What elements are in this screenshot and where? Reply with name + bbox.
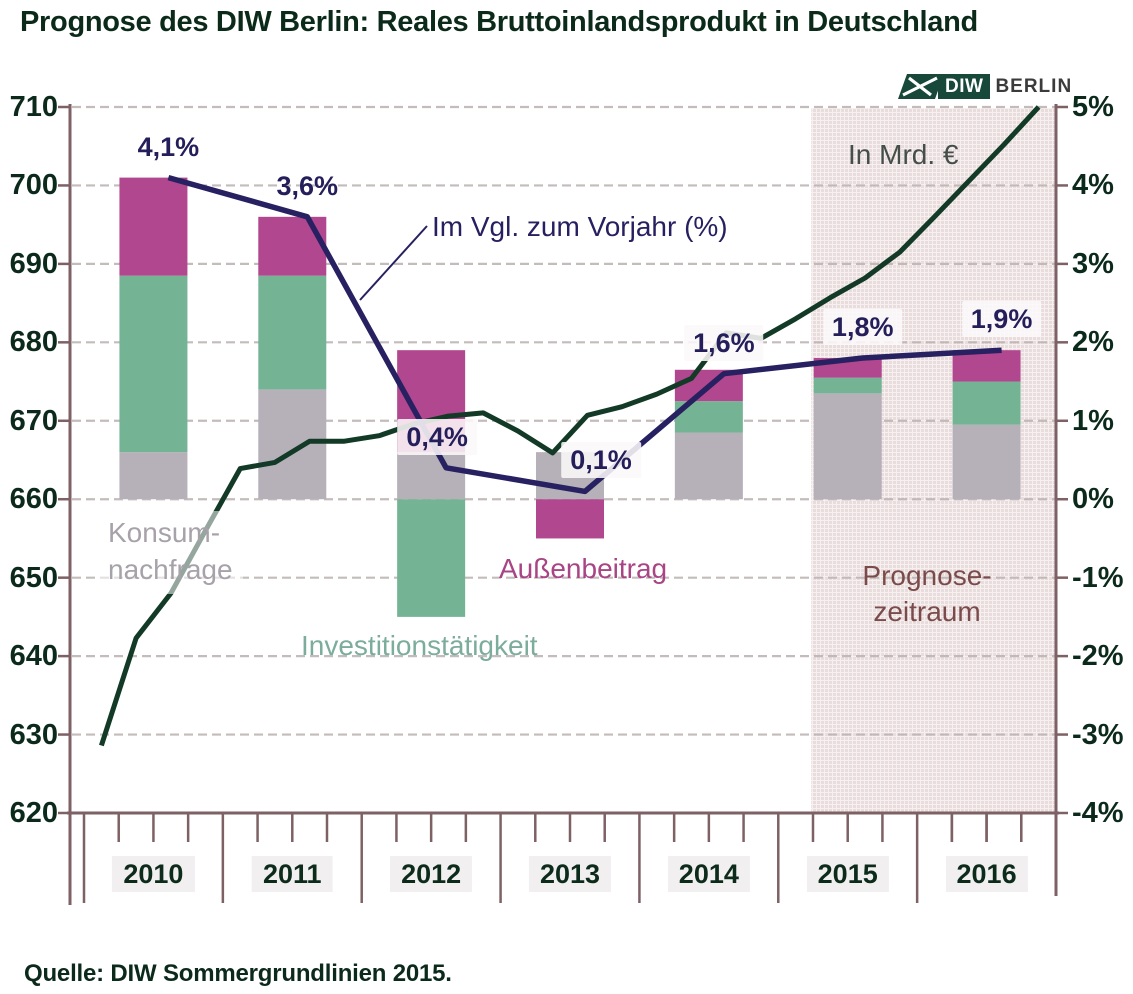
konsum-annotation-line2: nachfrage <box>108 554 233 585</box>
forecast-annotation-line1: Prognose- <box>862 560 992 591</box>
diw-berlin-logo: DIW BERLIN <box>898 74 1072 99</box>
forecast-band-annotation: Prognose- zeitraum <box>862 558 991 630</box>
source-note: Quelle: DIW Sommergrundlinien 2015. <box>24 960 452 987</box>
berlin-logo-text: BERLIN <box>995 75 1073 97</box>
aussen-bar-annotation: Außenbeitrag <box>499 553 668 584</box>
konsum-bar-annotation: Konsum- nachfrage <box>100 511 243 594</box>
gdp-line-annotation: In Mrd. € <box>848 139 959 170</box>
diw-logo-text: DIW <box>938 74 991 99</box>
yoy-line-annotation: Im Vgl. zum Vorjahr (%) <box>432 211 728 242</box>
forecast-annotation-line2: zeitraum <box>873 596 981 627</box>
page-title: Prognose des DIW Berlin: Reales Bruttoin… <box>20 6 978 38</box>
konsum-annotation-line1: Konsum- <box>108 517 221 548</box>
invest-bar-annotation: Investitionstätigkeit <box>301 630 538 661</box>
diw-flag-icon <box>898 74 944 99</box>
